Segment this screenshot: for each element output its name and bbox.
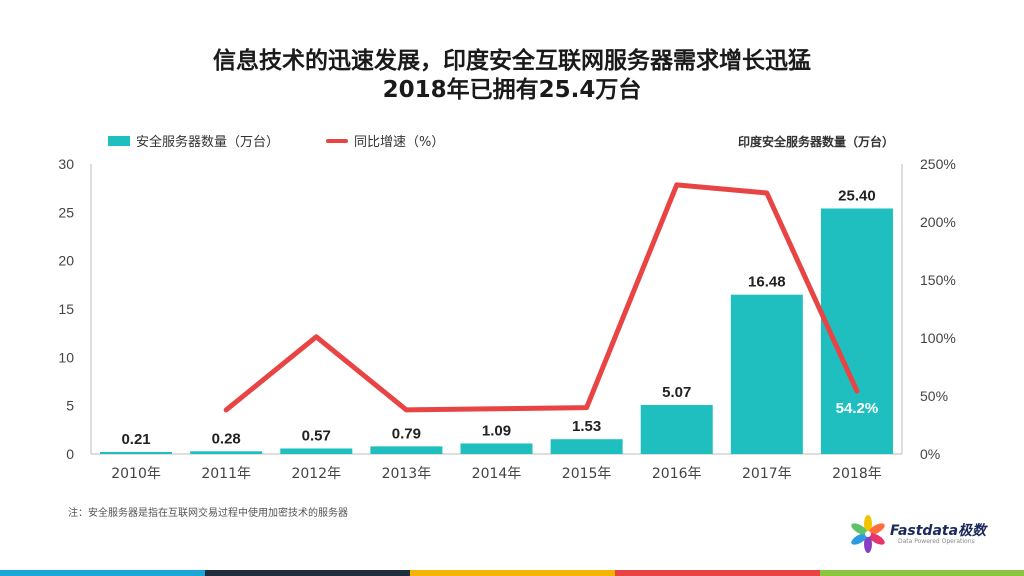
bar (820, 208, 893, 454)
bar (730, 294, 803, 454)
left-tick-label: 0 (66, 446, 74, 462)
x-tick-label: 2013年 (382, 466, 432, 482)
bar (190, 451, 263, 454)
bar (280, 448, 353, 454)
footer-stripe-blue (0, 570, 205, 576)
left-tick-label: 30 (58, 156, 74, 172)
legend-item-servers: 安全服务器数量（万台） (108, 131, 279, 150)
bar (460, 443, 533, 454)
legend-label-servers: 安全服务器数量（万台） (136, 135, 280, 150)
left-tick-label: 5 (66, 398, 74, 414)
legend-swatch-bar (108, 135, 130, 146)
bar-value-label: 0.28 (212, 430, 241, 447)
legend-item-growth: 同比增速（%） (326, 131, 444, 150)
right-axis-title: 印度安全服务器数量（万台） (737, 135, 894, 149)
footnote: 注：安全服务器是指在互联网交易过程中使用加密技术的服务器 (68, 508, 348, 519)
growth-line (223, 182, 860, 413)
x-tick-label: 2010年 (111, 466, 161, 482)
right-tick-label: 100% (920, 330, 956, 346)
chart-title-line1: 信息技术的迅速发展，印度安全互联网服务器需求增长迅猛 (213, 48, 811, 74)
bar-value-label: 1.53 (572, 418, 601, 435)
right-tick-label: 250% (920, 156, 956, 172)
x-tick-label: 2017年 (742, 466, 792, 482)
bar-value-label: 0.21 (121, 431, 150, 448)
footer-stripe-yellow (410, 570, 615, 576)
bar-value-label: 5.07 (662, 384, 691, 401)
x-tick-label: 2016年 (652, 466, 702, 482)
x-tick-label: 2015年 (562, 466, 612, 482)
bar (100, 451, 173, 454)
left-tick-label: 20 (58, 253, 74, 269)
left-tick-label: 15 (58, 301, 74, 317)
footer-stripe-green (820, 570, 1024, 576)
bar-value-label: 16.48 (748, 274, 786, 291)
bar-value-label: 1.09 (482, 422, 511, 439)
x-tick-label: 2011年 (201, 466, 251, 482)
bar (370, 446, 443, 454)
legend-label-growth: 同比增速（%） (354, 135, 445, 150)
footer-stripe-dark (205, 570, 410, 576)
chart-title-line2: 2018年已拥有25.4万台 (382, 77, 642, 103)
bar-value-label: 0.57 (302, 427, 331, 444)
right-tick-label: 0% (920, 446, 940, 462)
legend-swatch-line (326, 138, 348, 143)
bar (550, 439, 623, 454)
right-tick-label: 50% (920, 388, 948, 404)
right-tick-label: 150% (920, 272, 956, 288)
bar-value-label: 0.79 (392, 425, 421, 442)
left-tick-label: 10 (58, 349, 74, 365)
x-tick-label: 2012年 (291, 466, 341, 482)
bar (640, 404, 713, 454)
left-tick-label: 25 (58, 204, 74, 220)
right-tick-label: 200% (920, 214, 956, 230)
logo-tagline: Data Powered Operations (898, 538, 975, 545)
x-tick-label: 2014年 (472, 466, 522, 482)
bar-value-label: 25.40 (838, 187, 876, 204)
footer-stripe-red (615, 570, 820, 576)
line-value-label: 54.2% (836, 400, 879, 417)
logo-name: Fastdata极数 (890, 523, 987, 539)
fastdata-logo-icon (851, 515, 885, 553)
x-tick-label: 2018年 (832, 466, 882, 482)
